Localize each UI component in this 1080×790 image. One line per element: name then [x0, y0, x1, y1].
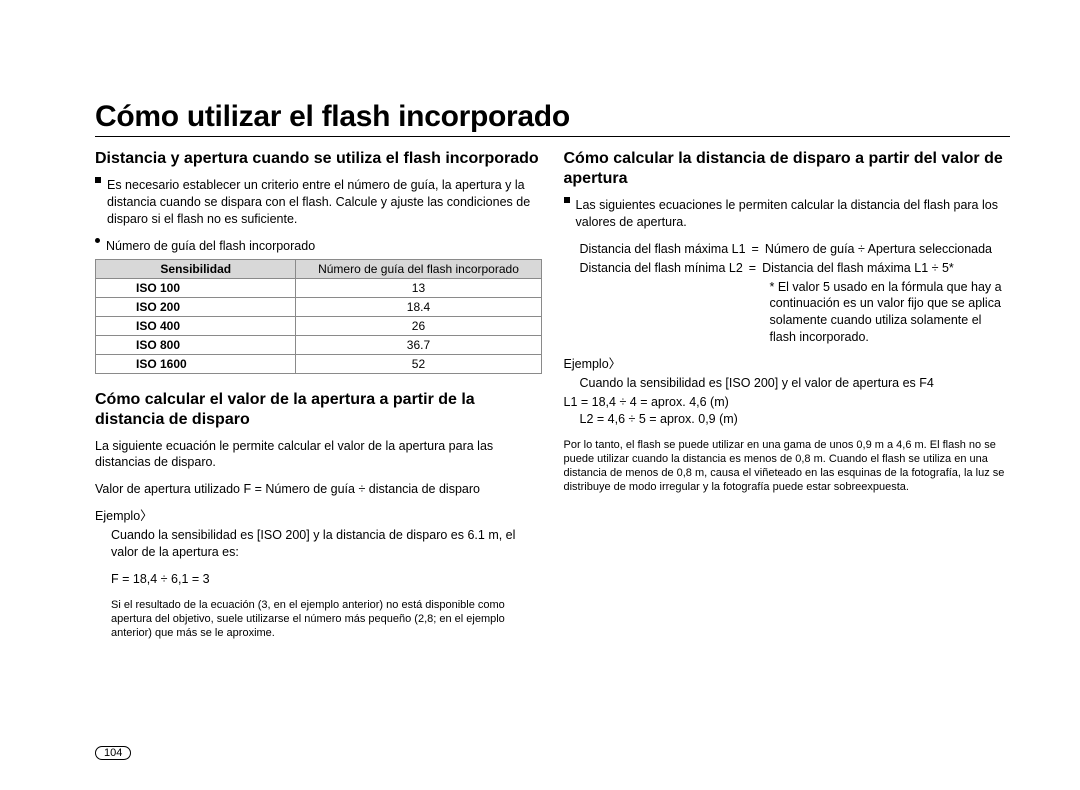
example-calc-l1: L1 = 18,4 ÷ 4 = aprox. 4,6 (m) [564, 394, 1011, 411]
section-heading-calc-distance: Cómo calcular la distancia de disparo a … [564, 149, 1011, 189]
formula-aperture: Valor de apertura utilizado F = Número d… [95, 481, 542, 498]
star-note-spacer [580, 279, 770, 347]
two-column-layout: Distancia y apertura cuando se utiliza e… [95, 145, 1010, 645]
note-left: Si el resultado de la ecuación (3, en el… [111, 598, 542, 641]
square-bullet-icon [95, 177, 101, 183]
square-bullet-icon [564, 197, 570, 203]
dot-bullet-icon [95, 238, 100, 243]
table-cell-iso: ISO 200 [96, 297, 296, 316]
table-cell-value: 26 [296, 316, 541, 335]
def-row-l2: Distancia del flash mínima L2 = Distanci… [580, 260, 1011, 277]
example-calc-l2: L2 = 4,6 ÷ 5 = aprox. 0,9 (m) [580, 411, 1011, 428]
example-text-left: Cuando la sensibilidad es [ISO 200] y la… [111, 527, 542, 561]
equals-sign: = [749, 260, 762, 277]
table-header-guide-number: Número de guía del flash incorporado [296, 259, 541, 278]
note-right: Por lo tanto, el flash se puede utilizar… [564, 438, 1011, 495]
definitions-block: Distancia del flash máxima L1 = Número d… [580, 241, 1011, 346]
table-row: ISO 100 13 [96, 278, 542, 297]
table-row: ISO 800 36.7 [96, 335, 542, 354]
table-header-sensibilidad: Sensibilidad [96, 259, 296, 278]
table-row: ISO 400 26 [96, 316, 542, 335]
bullet-criteria-text: Es necesario establecer un criterio entr… [107, 177, 542, 228]
example-label-right: Ejemplo〉 [564, 356, 1011, 373]
table-cell-iso: ISO 100 [96, 278, 296, 297]
right-column: Cómo calcular la distancia de disparo a … [564, 145, 1011, 645]
bullet-guide-number-text: Número de guía del flash incorporado [106, 238, 542, 255]
table-row: ISO 1600 52 [96, 354, 542, 373]
example-calc-left: F = 18,4 ÷ 6,1 = 3 [111, 571, 542, 588]
def-l2-rhs: Distancia del flash máxima L1 ÷ 5* [762, 260, 1010, 277]
table-cell-value: 36.7 [296, 335, 541, 354]
left-column: Distancia y apertura cuando se utiliza e… [95, 145, 542, 645]
example-text-right: Cuando la sensibilidad es [ISO 200] y el… [580, 375, 1011, 392]
page-number: 104 [95, 746, 131, 760]
equals-sign: = [752, 241, 765, 258]
bullet-criteria: Es necesario establecer un criterio entr… [95, 177, 542, 228]
table-row: ISO 200 18.4 [96, 297, 542, 316]
table-cell-iso: ISO 400 [96, 316, 296, 335]
table-cell-iso: ISO 1600 [96, 354, 296, 373]
section-heading-distance-aperture: Distancia y apertura cuando se utiliza e… [95, 149, 542, 169]
def-row-l1: Distancia del flash máxima L1 = Número d… [580, 241, 1011, 258]
example-label-left: Ejemplo〉 [95, 508, 542, 525]
table-cell-value: 52 [296, 354, 541, 373]
table-header-row: Sensibilidad Número de guía del flash in… [96, 259, 542, 278]
star-note: * El valor 5 usado en la fórmula que hay… [580, 279, 1011, 347]
bullet-distance-equations: Las siguientes ecuaciones le permiten ca… [564, 197, 1011, 231]
section-heading-calc-aperture: Cómo calcular el valor de la apertura a … [95, 390, 542, 430]
para-calc-aperture: La siguiente ecuación le permite calcula… [95, 438, 542, 472]
star-note-text: * El valor 5 usado en la fórmula que hay… [770, 279, 1011, 347]
def-l1-rhs: Número de guía ÷ Apertura seleccionada [765, 241, 1010, 258]
manual-page: Cómo utilizar el flash incorporado Dista… [0, 0, 1080, 790]
bullet-distance-equations-text: Las siguientes ecuaciones le permiten ca… [576, 197, 1011, 231]
title-rule [95, 136, 1010, 137]
table-cell-value: 13 [296, 278, 541, 297]
guide-number-table: Sensibilidad Número de guía del flash in… [95, 259, 542, 374]
bullet-guide-number: Número de guía del flash incorporado [95, 238, 542, 255]
page-title: Cómo utilizar el flash incorporado [95, 100, 1010, 134]
def-l2-lhs: Distancia del flash mínima L2 [580, 260, 749, 277]
def-l1-lhs: Distancia del flash máxima L1 [580, 241, 752, 258]
table-cell-iso: ISO 800 [96, 335, 296, 354]
table-cell-value: 18.4 [296, 297, 541, 316]
